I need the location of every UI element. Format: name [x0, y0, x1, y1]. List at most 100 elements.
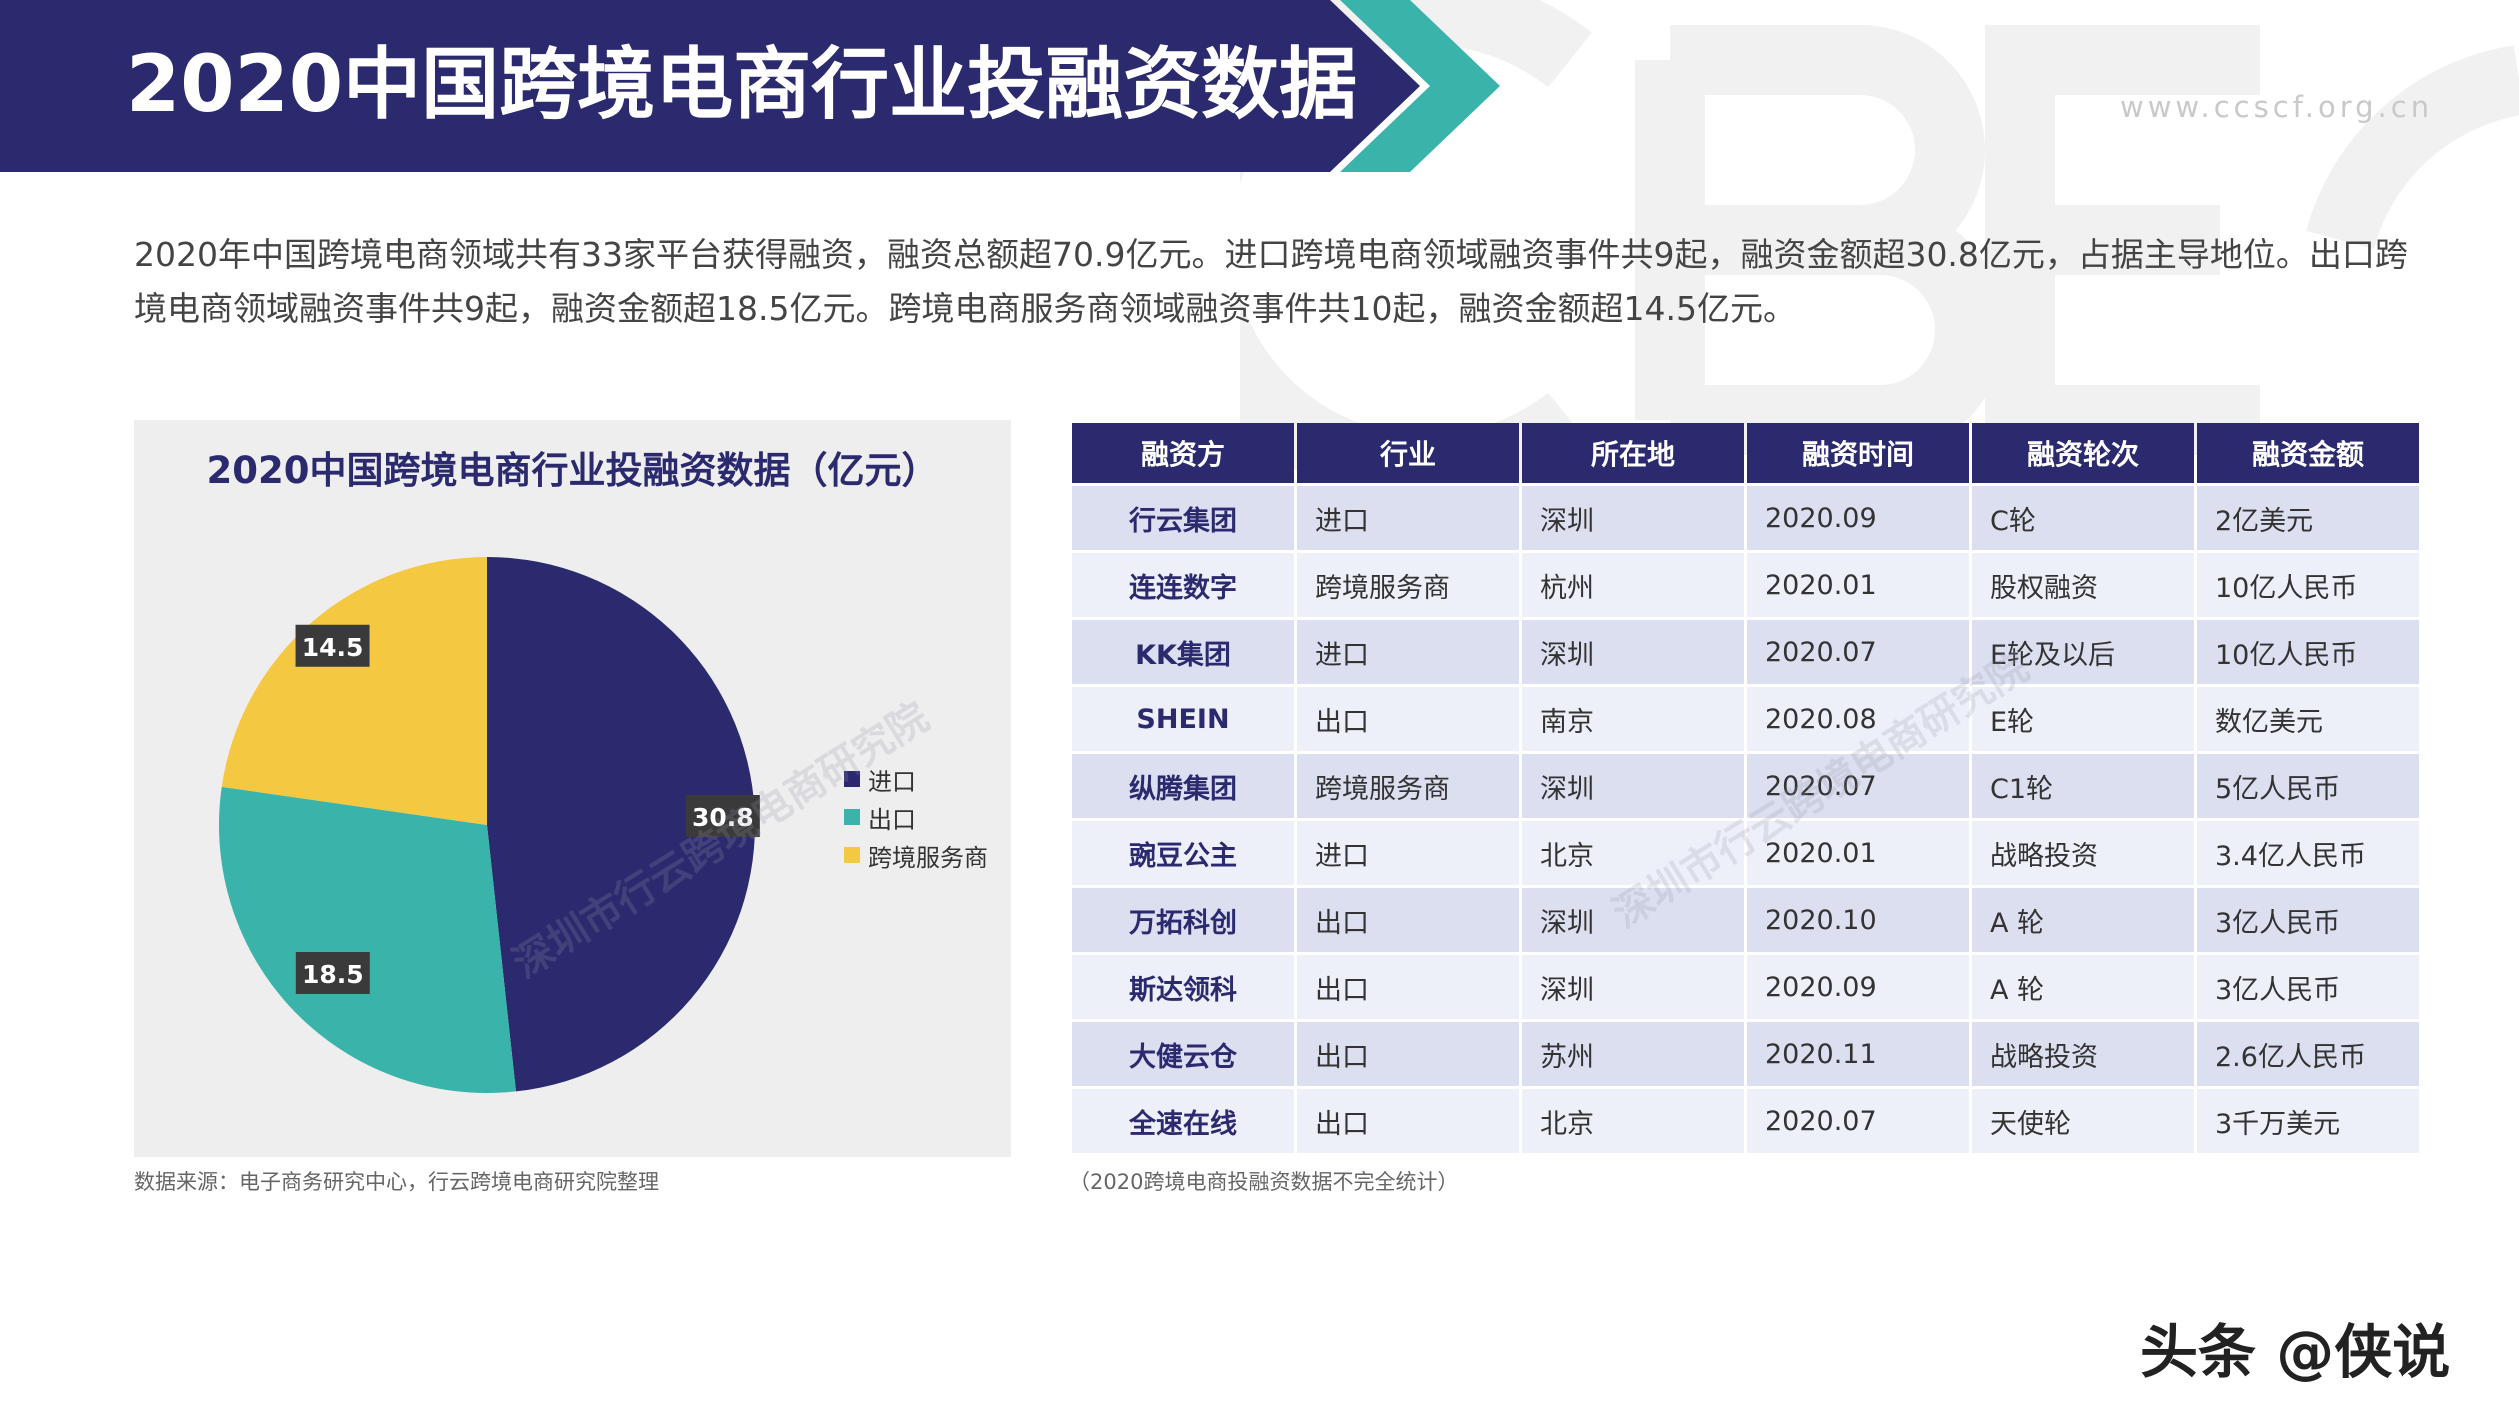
cell-round: 股权融资	[1972, 553, 2194, 617]
financing-table: 融资方 行业 所在地 融资时间 融资轮次 融资金额 行云集团 进口 深圳 2020.0…	[1069, 420, 2422, 1156]
cell-industry: 出口	[1297, 1022, 1519, 1086]
data-label: 18.5	[295, 951, 370, 994]
data-label-box	[685, 795, 760, 837]
cell-round: A 轮	[1972, 888, 2194, 952]
pie-chart: 30.8 18.5 14.5	[219, 557, 760, 1093]
cell-financier: 万拓科创	[1072, 888, 1294, 952]
header-banner: 2020中国跨境电商行业投融资数据	[0, 0, 1500, 172]
cell-financier: 大健云仓	[1072, 1022, 1294, 1086]
cell-location: 苏州	[1522, 1022, 1744, 1086]
legend-item: 出口	[844, 798, 988, 836]
data-label-text: 14.5	[302, 633, 364, 662]
cell-financier: 全速在线	[1072, 1089, 1294, 1153]
footer-brand: 头条 @侠说	[2140, 1318, 2451, 1386]
cell-financier: 连连数字	[1072, 553, 1294, 617]
data-label: 30.8	[685, 795, 760, 837]
cell-location: 杭州	[1522, 553, 1744, 617]
header-financier: 融资方	[1072, 423, 1294, 483]
cell-financier: KK集团	[1072, 620, 1294, 684]
cell-round: C1轮	[1972, 754, 2194, 818]
table-row: 纵腾集团 跨境服务商 深圳 2020.07 C1轮 5亿人民币	[1072, 754, 2419, 818]
pie-slice	[221, 557, 487, 825]
cell-location: 北京	[1522, 821, 1744, 885]
cell-date: 2020.09	[1747, 486, 1969, 550]
cell-date: 2020.11	[1747, 1022, 1969, 1086]
cell-industry: 跨境服务商	[1297, 553, 1519, 617]
cell-financier: 豌豆公主	[1072, 821, 1294, 885]
cell-location: 深圳	[1522, 955, 1744, 1019]
table-row: 豌豆公主 进口 北京 2020.01 战略投资 3.4亿人民币	[1072, 821, 2419, 885]
header-industry: 行业	[1297, 423, 1519, 483]
cell-financier: 纵腾集团	[1072, 754, 1294, 818]
table-row: KK集团 进口 深圳 2020.07 E轮及以后 10亿人民币	[1072, 620, 2419, 684]
table-row: 全速在线 出口 北京 2020.07 天使轮 3千万美元	[1072, 1089, 2419, 1153]
header-date: 融资时间	[1747, 423, 1969, 483]
cell-amount: 数亿美元	[2197, 687, 2419, 751]
data-label-text: 18.5	[302, 960, 364, 989]
chart-legend: 进口 出口 跨境服务商	[844, 760, 988, 874]
legend-item: 进口	[844, 760, 988, 798]
banner-shape	[0, 0, 1500, 172]
table-header-row: 融资方 行业 所在地 融资时间 融资轮次 融资金额	[1072, 423, 2419, 483]
cell-round: E轮	[1972, 687, 2194, 751]
table-row: 大健云仓 出口 苏州 2020.11 战略投资 2.6亿人民币	[1072, 1022, 2419, 1086]
cell-amount: 2亿美元	[2197, 486, 2419, 550]
table-note: （2020跨境电商投融资数据不完全统计）	[1069, 1170, 1459, 1194]
cell-round: E轮及以后	[1972, 620, 2194, 684]
pie-slice	[487, 557, 755, 1092]
cell-industry: 出口	[1297, 888, 1519, 952]
cell-date: 2020.08	[1747, 687, 1969, 751]
cell-industry: 出口	[1297, 687, 1519, 751]
cell-financier: 斯达领科	[1072, 955, 1294, 1019]
intro-paragraph: 2020年中国跨境电商领域共有33家平台获得融资，融资总额超70.9亿元。进口跨…	[134, 235, 2408, 328]
cell-financier: SHEIN	[1072, 687, 1294, 751]
cell-industry: 进口	[1297, 620, 1519, 684]
cell-date: 2020.09	[1747, 955, 1969, 1019]
legend-swatch	[844, 771, 860, 787]
cell-industry: 出口	[1297, 1089, 1519, 1153]
source-note: 数据来源：电子商务研究中心，行云跨境电商研究院整理	[134, 1170, 659, 1194]
cell-date: 2020.01	[1747, 553, 1969, 617]
table-row: 万拓科创 出口 深圳 2020.10 A 轮 3亿人民币	[1072, 888, 2419, 952]
site-url: www.ccscf.org.cn	[2120, 90, 2434, 124]
cell-date: 2020.07	[1747, 754, 1969, 818]
cell-amount: 5亿人民币	[2197, 754, 2419, 818]
cell-round: 战略投资	[1972, 1022, 2194, 1086]
cell-financier: 行云集团	[1072, 486, 1294, 550]
cell-round: 战略投资	[1972, 821, 2194, 885]
cell-amount: 3千万美元	[2197, 1089, 2419, 1153]
legend-swatch	[844, 847, 860, 863]
cell-round: C轮	[1972, 486, 2194, 550]
cell-amount: 10亿人民币	[2197, 553, 2419, 617]
cell-amount: 3亿人民币	[2197, 955, 2419, 1019]
chart-title: 2020中国跨境电商行业投融资数据（亿元）	[206, 449, 939, 492]
cell-location: 深圳	[1522, 486, 1744, 550]
legend-label: 进口	[868, 767, 916, 796]
page-title: 2020中国跨境电商行业投融资数据	[126, 40, 1358, 130]
cell-industry: 出口	[1297, 955, 1519, 1019]
header-location: 所在地	[1522, 423, 1744, 483]
table-row: SHEIN 出口 南京 2020.08 E轮 数亿美元	[1072, 687, 2419, 751]
cell-round: 天使轮	[1972, 1089, 2194, 1153]
data-label-box	[295, 624, 370, 667]
cell-amount: 10亿人民币	[2197, 620, 2419, 684]
legend-label: 出口	[868, 805, 916, 834]
cell-amount: 3亿人民币	[2197, 888, 2419, 952]
cell-location: 南京	[1522, 687, 1744, 751]
table-row: 连连数字 跨境服务商 杭州 2020.01 股权融资 10亿人民币	[1072, 553, 2419, 617]
cell-round: A 轮	[1972, 955, 2194, 1019]
cell-location: 北京	[1522, 1089, 1744, 1153]
legend-label: 跨境服务商	[868, 843, 988, 872]
cell-industry: 进口	[1297, 821, 1519, 885]
legend-swatch	[844, 809, 860, 825]
cell-amount: 2.6亿人民币	[2197, 1022, 2419, 1086]
cell-industry: 进口	[1297, 486, 1519, 550]
cell-date: 2020.01	[1747, 821, 1969, 885]
cell-location: 深圳	[1522, 620, 1744, 684]
cell-date: 2020.07	[1747, 1089, 1969, 1153]
cell-date: 2020.10	[1747, 888, 1969, 952]
table-row: 行云集团 进口 深圳 2020.09 C轮 2亿美元	[1072, 486, 2419, 550]
legend-item: 跨境服务商	[844, 836, 988, 874]
data-label-box	[295, 951, 370, 994]
data-label: 14.5	[295, 624, 370, 667]
